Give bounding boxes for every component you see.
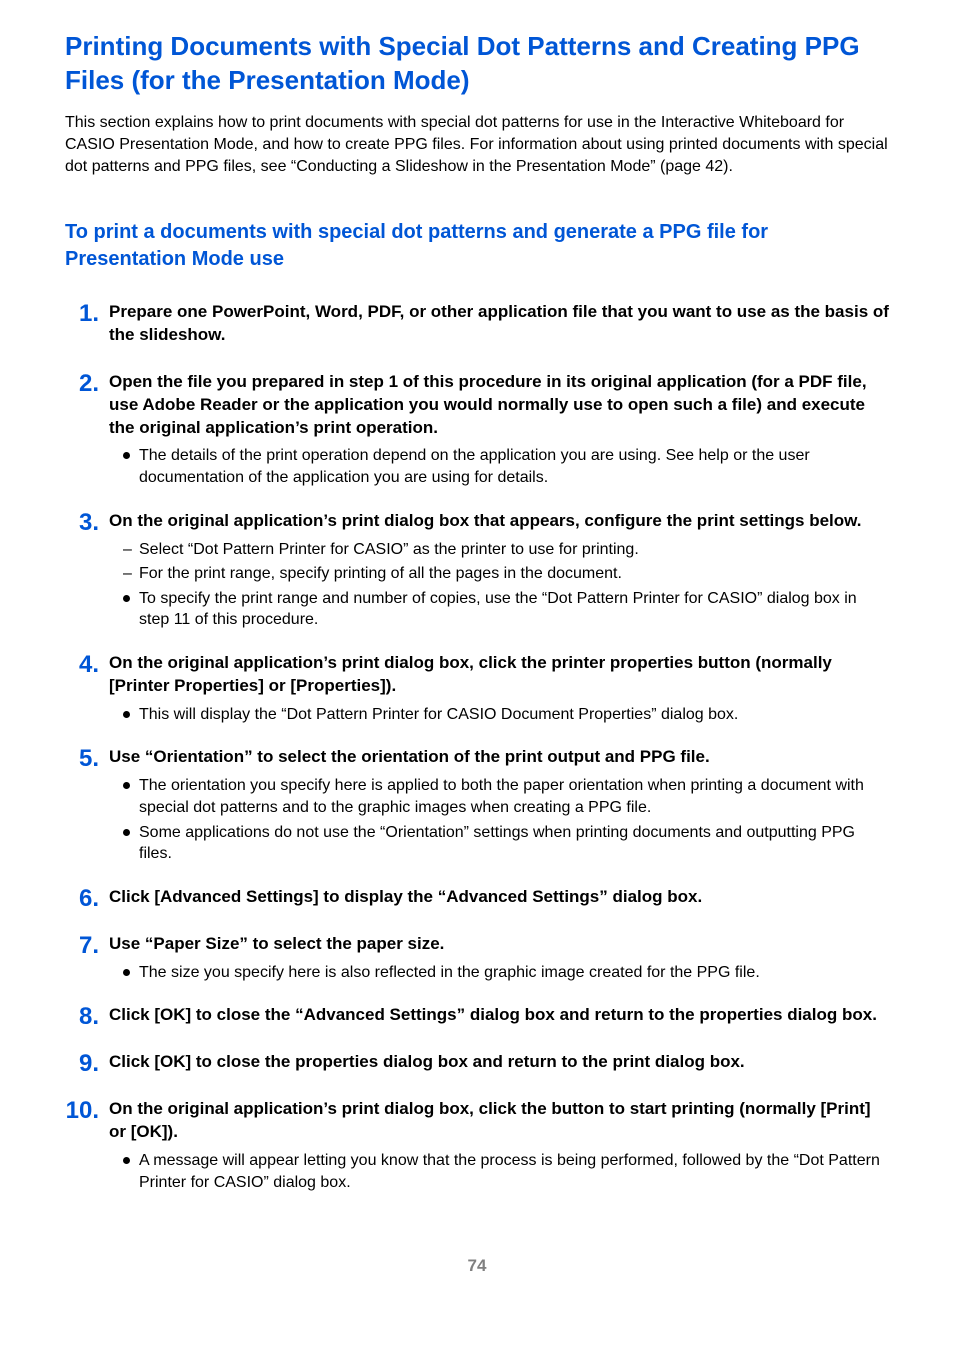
step-body: Use “Orientation” to select the orientat… [107,746,889,867]
step-sub-item: The size you specify here is also reflec… [123,962,889,984]
step: 2.Open the file you prepared in step 1 o… [65,371,889,492]
step: 1.Prepare one PowerPoint, Word, PDF, or … [65,301,889,353]
step-sub-item: The details of the print operation depen… [123,445,889,488]
step-number: 5. [65,746,107,771]
step-number: 3. [65,510,107,535]
step-sub-item: For the print range, specify printing of… [123,563,889,585]
step-sub-item: To specify the print range and number of… [123,588,889,631]
step-heading: Use “Orientation” to select the orientat… [109,746,889,769]
step-sub-list: The details of the print operation depen… [109,445,889,488]
page-title: Printing Documents with Special Dot Patt… [65,30,889,98]
step-number: 7. [65,933,107,958]
step: 10.On the original application’s print d… [65,1098,889,1196]
step: 7.Use “Paper Size” to select the paper s… [65,933,889,987]
step: 6.Click [Advanced Settings] to display t… [65,886,889,915]
step-sub-item: Select “Dot Pattern Printer for CASIO” a… [123,539,889,561]
step-number: 4. [65,652,107,677]
step: 4.On the original application’s print di… [65,652,889,728]
step-body: Click [OK] to close the “Advanced Settin… [107,1004,889,1033]
step-heading: On the original application’s print dial… [109,1098,889,1144]
step-heading: On the original application’s print dial… [109,652,889,698]
step-sub-item: This will display the “Dot Pattern Print… [123,704,889,726]
step-sub-list: The orientation you specify here is appl… [109,775,889,864]
step-heading: Click [OK] to close the properties dialo… [109,1051,889,1074]
step-heading: Prepare one PowerPoint, Word, PDF, or ot… [109,301,889,347]
step-heading: Open the file you prepared in step 1 of … [109,371,889,440]
steps-list: 1.Prepare one PowerPoint, Word, PDF, or … [65,301,889,1196]
step-number: 2. [65,371,107,396]
step-body: On the original application’s print dial… [107,1098,889,1196]
step: 9.Click [OK] to close the properties dia… [65,1051,889,1080]
step-body: Open the file you prepared in step 1 of … [107,371,889,492]
step-number: 9. [65,1051,107,1076]
step-body: On the original application’s print dial… [107,652,889,728]
step-body: On the original application’s print dial… [107,510,889,634]
step-sub-list: A message will appear letting you know t… [109,1150,889,1193]
section-subtitle: To print a documents with special dot pa… [65,219,889,273]
step-number: 8. [65,1004,107,1029]
step: 5.Use “Orientation” to select the orient… [65,746,889,867]
step-sub-list: This will display the “Dot Pattern Print… [109,704,889,726]
page-number: 74 [65,1256,889,1276]
step-number: 10. [65,1098,107,1123]
step-heading: Click [OK] to close the “Advanced Settin… [109,1004,889,1027]
step-sub-item: The orientation you specify here is appl… [123,775,889,818]
step-number: 6. [65,886,107,911]
step-sub-item: Some applications do not use the “Orient… [123,822,889,865]
step-body: Click [OK] to close the properties dialo… [107,1051,889,1080]
step-sub-item: A message will appear letting you know t… [123,1150,889,1193]
step-body: Click [Advanced Settings] to display the… [107,886,889,915]
step-number: 1. [65,301,107,326]
step-heading: Use “Paper Size” to select the paper siz… [109,933,889,956]
step-body: Prepare one PowerPoint, Word, PDF, or ot… [107,301,889,353]
step: 8.Click [OK] to close the “Advanced Sett… [65,1004,889,1033]
step-sub-list: The size you specify here is also reflec… [109,962,889,984]
intro-paragraph: This section explains how to print docum… [65,112,889,179]
step-sub-list: Select “Dot Pattern Printer for CASIO” a… [109,539,889,631]
step-heading: Click [Advanced Settings] to display the… [109,886,889,909]
step: 3.On the original application’s print di… [65,510,889,634]
step-body: Use “Paper Size” to select the paper siz… [107,933,889,987]
step-heading: On the original application’s print dial… [109,510,889,533]
